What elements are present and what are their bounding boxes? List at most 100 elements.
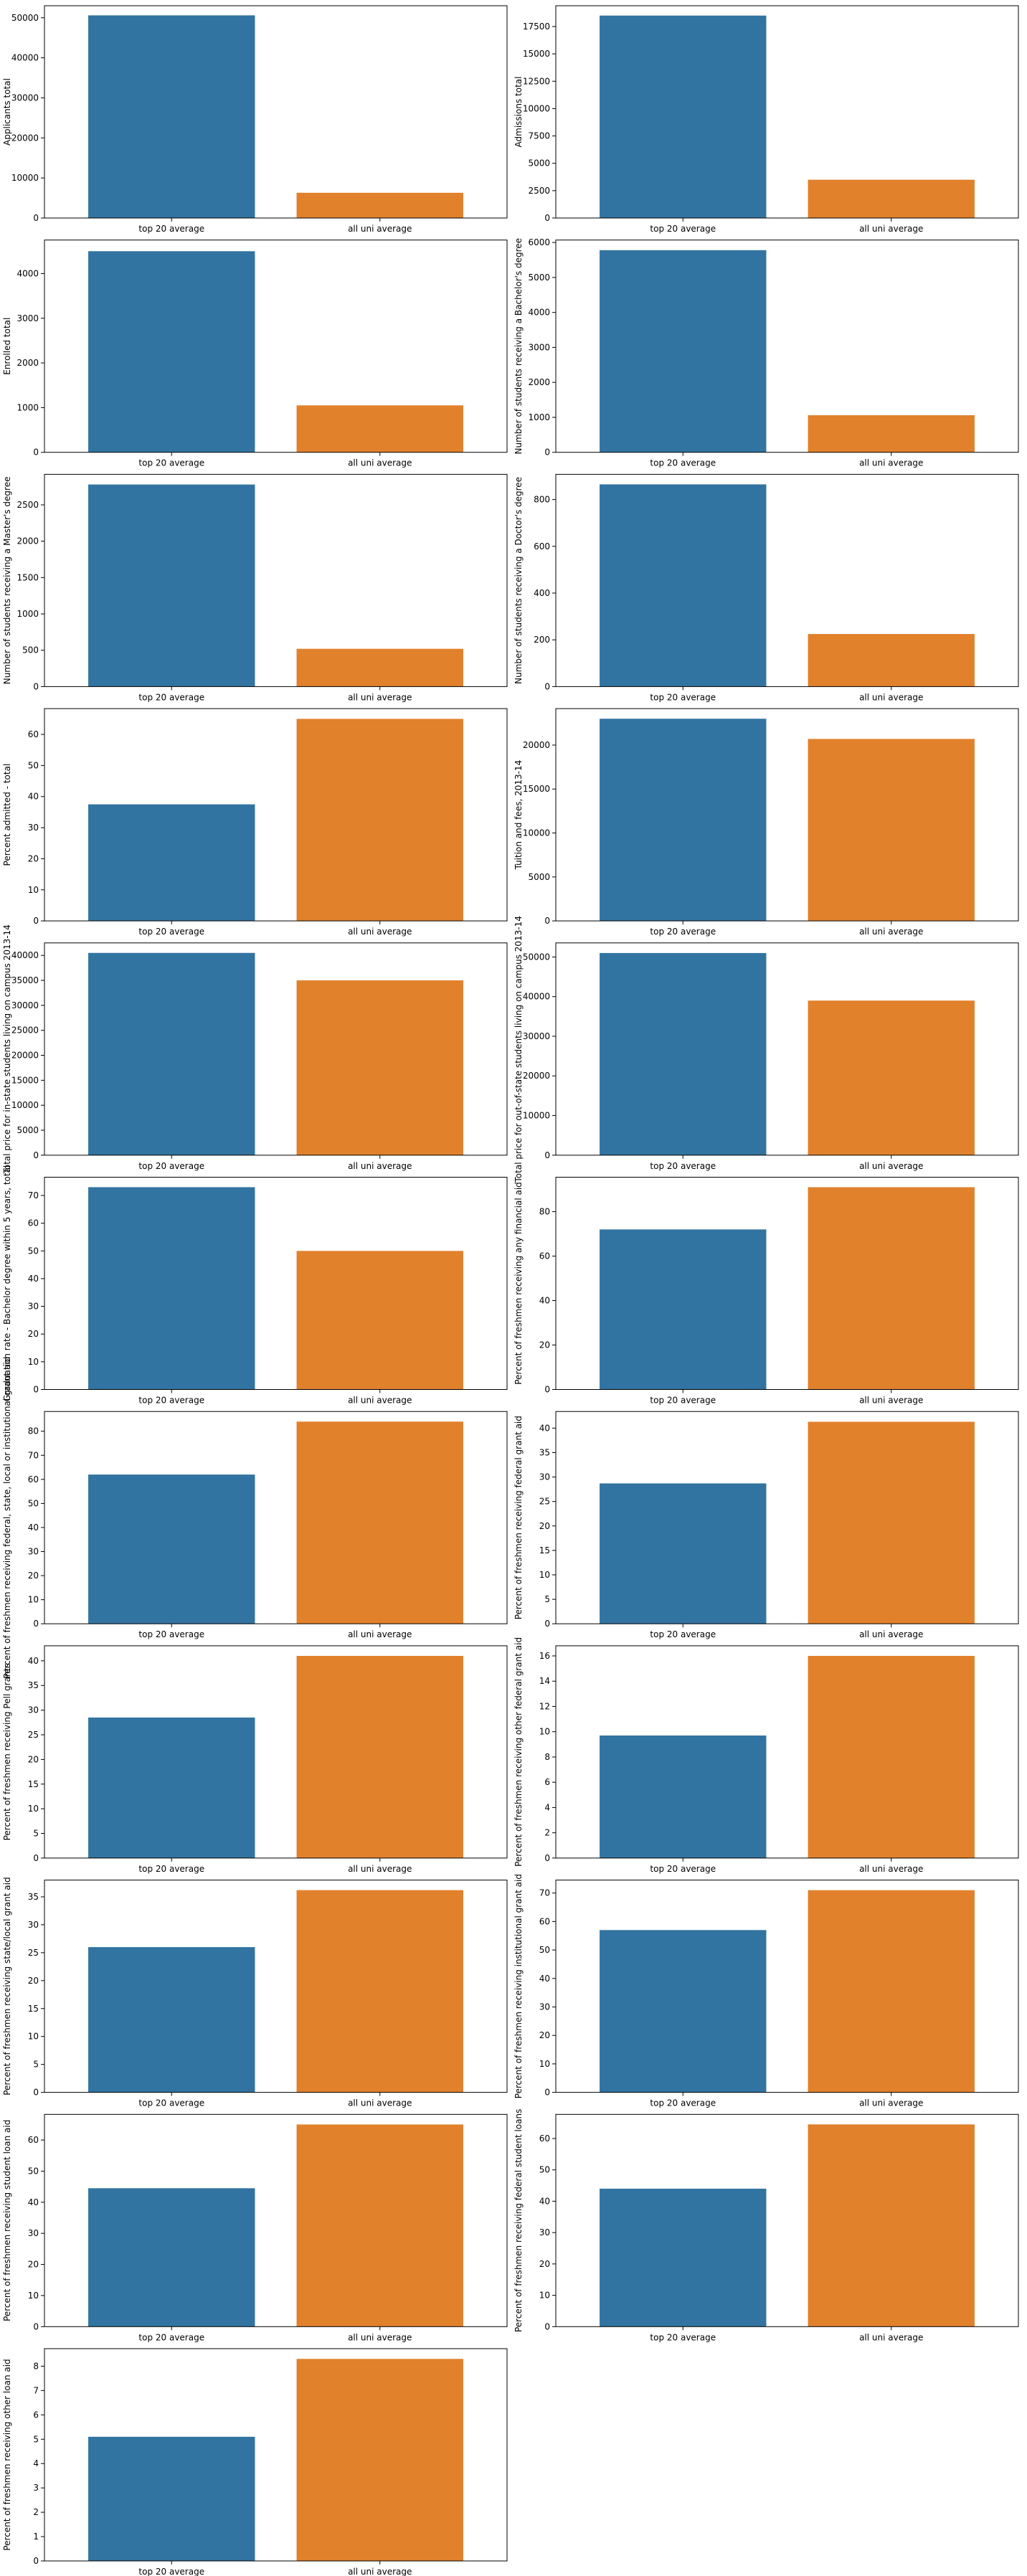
bar (808, 1656, 975, 1858)
y-tick-label: 30 (28, 1547, 39, 1557)
y-axis-label: Number of students receiving a Bachelor'… (514, 238, 524, 455)
x-tick-label: top 20 average (138, 927, 204, 937)
y-tick-label: 10 (28, 2032, 39, 2042)
y-tick-label: 15000 (523, 49, 550, 59)
y-tick-label: 5000 (528, 273, 550, 283)
bar (600, 719, 767, 922)
y-axis-label: Tuition and fees, 2013-14 (514, 760, 524, 871)
y-tick-label: 2 (33, 2507, 39, 2517)
bar (600, 952, 767, 1155)
y-tick-label: 70 (28, 1450, 39, 1460)
y-tick-label: 6 (33, 2410, 39, 2420)
y-tick-label: 20 (28, 2260, 39, 2270)
y-tick-label: 35000 (11, 975, 39, 985)
x-tick-label: all uni average (348, 692, 412, 702)
y-tick-label: 25 (28, 1948, 39, 1958)
y-axis-label: Applicants total (2, 78, 12, 146)
y-tick-label: 600 (534, 541, 550, 551)
x-tick-label: top 20 average (650, 1396, 716, 1406)
bar (600, 2188, 767, 2327)
chart-panel: top 20 average all uni average 0 10 20 30 40 50… (514, 1874, 1019, 2108)
y-tick-label: 1 (33, 2532, 39, 2542)
y-tick-label: 0 (544, 1385, 550, 1395)
x-tick-label: all uni average (348, 1161, 412, 1171)
y-tick-label: 0 (33, 2556, 39, 2566)
y-tick-label: 20 (28, 853, 39, 863)
chart-panel: top 20 average all uni average 0 1000 2000 30… (514, 237, 1019, 468)
y-tick-label: 7 (33, 2385, 39, 2395)
y-tick-label: 10 (28, 1804, 39, 1814)
y-tick-label: 12500 (523, 76, 550, 86)
y-tick-label: 60 (28, 1474, 39, 1484)
axes-frame (44, 942, 508, 1156)
bar (88, 1947, 255, 2093)
x-tick-label: all uni average (859, 458, 923, 468)
x-tick-label: all uni average (348, 2332, 412, 2342)
y-tick-label: 10 (539, 2059, 550, 2069)
axes-frame (555, 708, 1019, 922)
y-tick-label: 20 (28, 1976, 39, 1986)
bar (88, 804, 255, 922)
chart-panel: top 20 average all uni average 0 5 10 15 20 25 3… (514, 1411, 1019, 1639)
y-tick-label: 15 (539, 1545, 550, 1555)
axes-frame (555, 942, 1019, 1156)
x-tick-label: top 20 average (650, 1864, 716, 1874)
axes-frame (44, 2348, 508, 2562)
axes-frame (44, 1880, 508, 2093)
y-tick-label: 70 (28, 1190, 39, 1201)
bar (88, 251, 255, 453)
y-tick-label: 7500 (528, 131, 550, 141)
y-tick-label: 20 (28, 1571, 39, 1581)
bar (808, 1890, 975, 2093)
y-tick-label: 0 (544, 213, 550, 223)
bar (808, 739, 975, 922)
y-tick-label: 20 (28, 1329, 39, 1339)
axes-frame (555, 1411, 1019, 1624)
y-tick-label: 30 (28, 823, 39, 833)
y-tick-label: 8 (33, 2361, 39, 2371)
y-tick-label: 0 (33, 1150, 39, 1160)
y-tick-label: 5000 (16, 1125, 39, 1135)
y-tick-label: 0 (33, 916, 39, 926)
chart-panel: top 20 average all uni average 0 10 20 30 40 50… (2, 1357, 508, 1679)
x-tick-label: all uni average (859, 692, 923, 702)
y-tick-label: 0 (33, 1385, 39, 1395)
y-tick-label: 50 (28, 1498, 39, 1508)
y-tick-label: 1000 (16, 402, 39, 412)
x-tick-label: all uni average (348, 2098, 412, 2108)
x-tick-label: all uni average (859, 1161, 923, 1171)
axes-frame (44, 1645, 508, 1859)
bar (296, 192, 463, 218)
y-tick-label: 50 (539, 2165, 550, 2175)
y-axis-label: Percent of freshmen receiving federal gr… (514, 1416, 524, 1619)
y-tick-label: 80 (28, 1426, 39, 1436)
chart-panel: top 20 average all uni average 0 1000 2000 30… (2, 240, 508, 468)
bar (296, 980, 463, 1155)
x-tick-label: all uni average (348, 1864, 412, 1874)
y-tick-label: 5000 (528, 158, 550, 169)
bar (600, 15, 767, 218)
y-tick-label: 0 (33, 681, 39, 691)
y-tick-label: 4 (544, 1802, 550, 1812)
x-tick-label: top 20 average (138, 1864, 204, 1874)
y-tick-label: 15 (28, 2004, 39, 2014)
x-tick-label: all uni average (859, 1864, 923, 1874)
y-tick-label: 3 (33, 2483, 39, 2493)
y-tick-label: 17500 (523, 22, 550, 32)
x-tick-label: top 20 average (650, 458, 716, 468)
y-tick-label: 20 (539, 1340, 550, 1350)
y-tick-label: 0 (544, 448, 550, 458)
axes-frame (555, 240, 1019, 453)
y-tick-label: 60 (28, 2135, 39, 2145)
bar (88, 484, 255, 687)
y-tick-label: 6 (544, 1777, 550, 1787)
x-tick-label: all uni average (348, 927, 412, 937)
axes-frame (44, 1411, 508, 1624)
bar (88, 1187, 255, 1390)
y-tick-label: 50 (28, 1246, 39, 1256)
y-tick-label: 200 (534, 635, 550, 645)
chart-panel: top 20 average all uni average 0 10 20 30 40 50… (2, 708, 508, 937)
y-tick-label: 40 (28, 792, 39, 802)
y-tick-label: 1000 (16, 609, 39, 619)
y-tick-label: 800 (534, 495, 550, 505)
